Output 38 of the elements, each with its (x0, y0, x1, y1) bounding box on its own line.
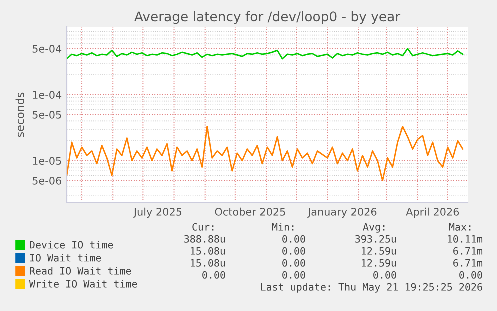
text: 0.00 (374, 271, 396, 279)
text: 393.25u (356, 235, 396, 243)
y-tick-label: 1e-04 (33, 91, 62, 100)
text: Last update: Thu May 21 19:25:25 2026 (261, 283, 482, 293)
x-tick-label: April 2026 (406, 208, 460, 218)
legend-label: Write IO Wait time (29, 280, 138, 288)
y-tick-label: 5e-04 (32, 45, 62, 53)
y-tick-label: 5e-06 (32, 176, 62, 185)
text: Cur: (192, 223, 214, 231)
text: 6.71m (454, 259, 483, 267)
line-series (67, 48, 464, 60)
text: 6.71m (454, 247, 483, 255)
text: Min: (272, 223, 294, 231)
legend-label: Read IO Wait time (30, 267, 132, 275)
text: 12.59u (362, 259, 396, 267)
x-tick-label: July 2025 (133, 208, 182, 218)
text: 12.59u (362, 247, 396, 255)
legend-label: IO Wait time (30, 254, 102, 262)
text: 15.08u (191, 247, 226, 255)
text: 388.88u (184, 235, 226, 243)
text: 0.00 (282, 259, 306, 267)
text: 0.00 (202, 271, 226, 279)
x-tick-label: October 2025 (215, 208, 286, 216)
text: Max: (449, 223, 471, 231)
line-series (67, 126, 464, 182)
y-tick-label: 1e-05 (33, 157, 62, 165)
y-tick-label: 5e-05 (32, 111, 62, 119)
y-axis-title: seconds (16, 92, 24, 138)
chart-title: Average latency for /dev/loop0 - by year (134, 11, 401, 24)
text: 0.00 (282, 271, 306, 279)
text: 0.00 (282, 247, 306, 255)
x-tick-label: January 2026 (307, 208, 377, 218)
legend-label: Device IO time (30, 241, 114, 249)
text: 0.00 (460, 271, 482, 279)
text: 0.00 (282, 235, 306, 243)
text: 10.11m (448, 235, 483, 243)
text: Avg: (363, 223, 385, 233)
text: 15.08u (191, 259, 226, 267)
